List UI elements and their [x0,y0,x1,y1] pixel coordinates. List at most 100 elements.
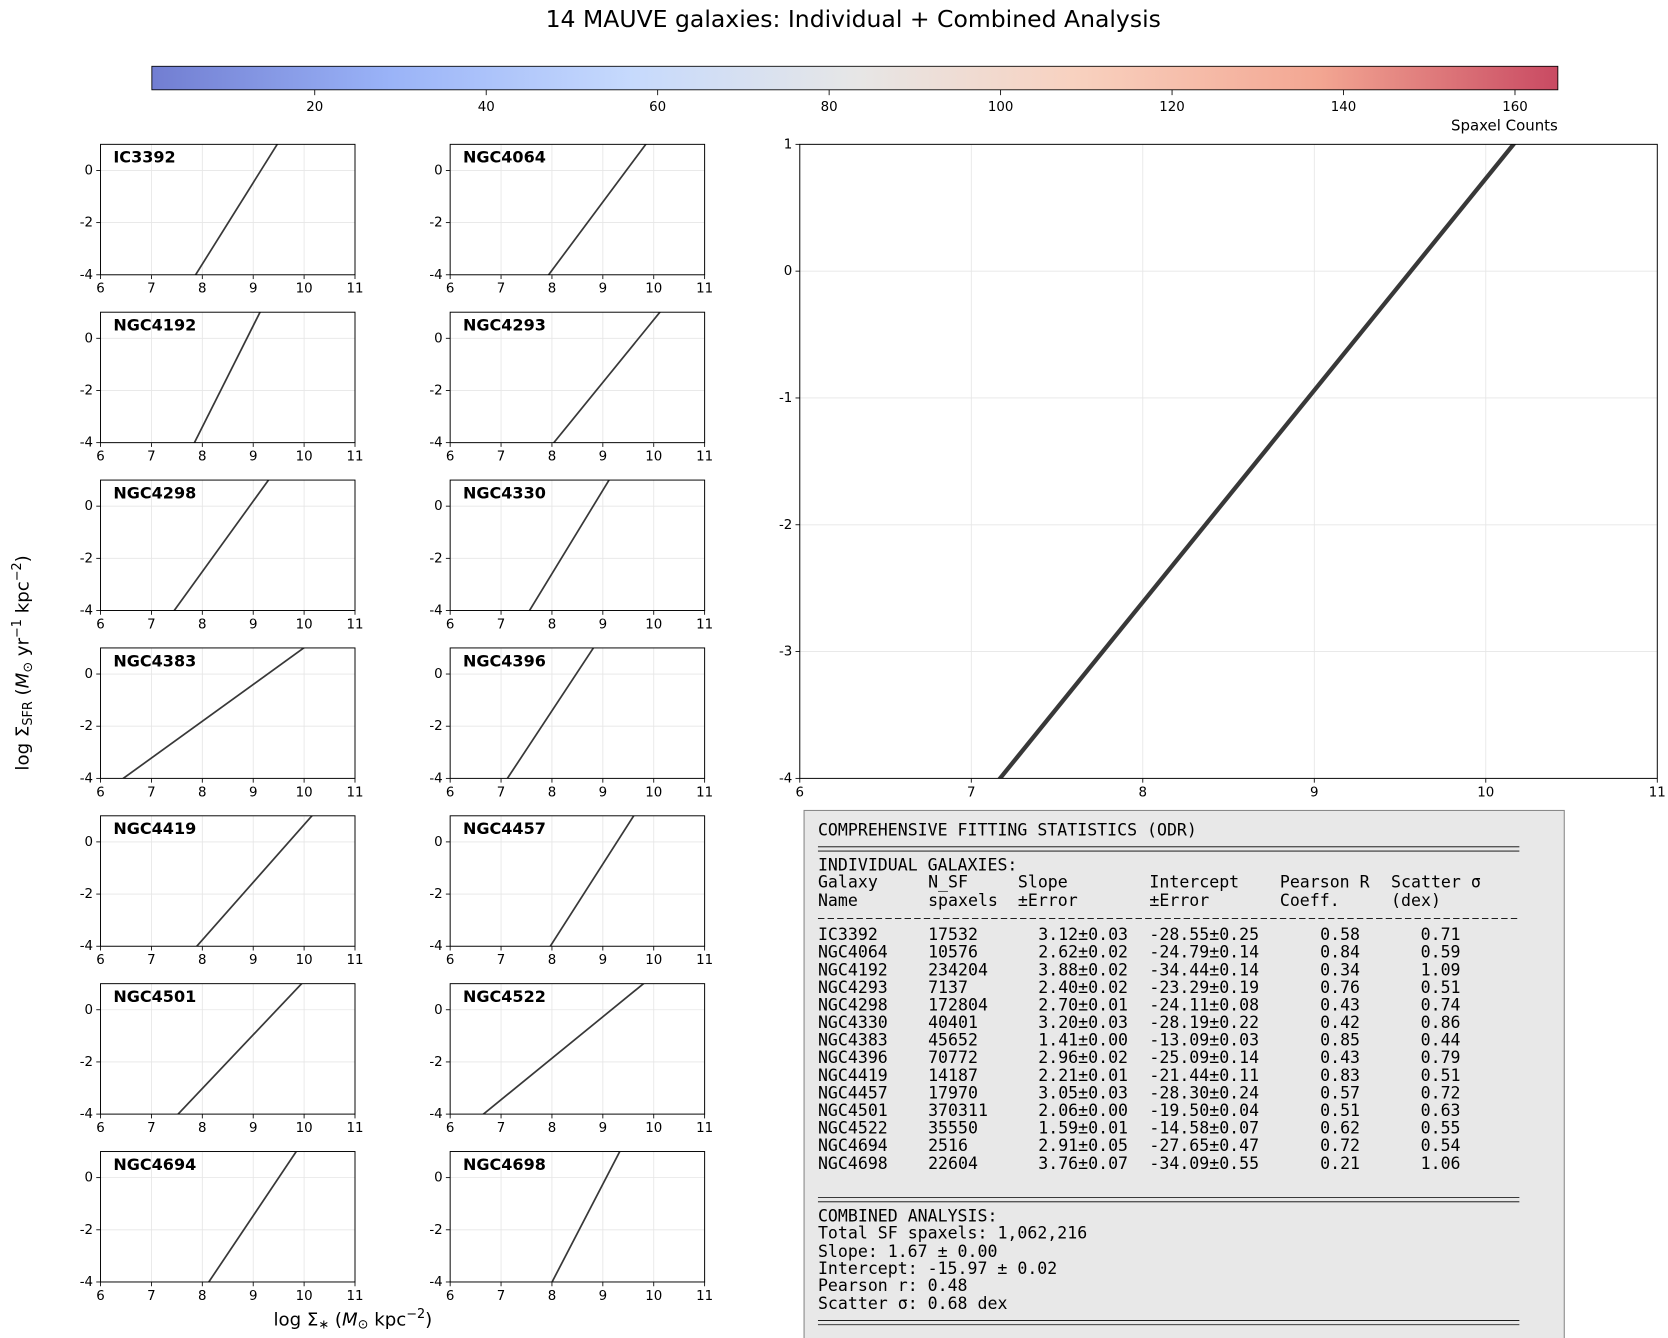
y-tick-label: 0 [434,1003,443,1018]
stats-text: -24.79±0.14 [1149,943,1259,962]
x-tick-label: 8 [548,617,557,632]
x-tick-label: 10 [296,953,313,968]
y-tick-label: -4 [80,604,93,619]
x-tick-label: 6 [796,785,805,800]
stats-text: 22604 [928,1154,978,1173]
fit-line [482,983,645,1115]
x-tick-label: 9 [599,450,607,465]
x-tick-label: 10 [296,450,313,465]
stats-text: 0.63 [1421,1101,1461,1120]
fit-line [195,815,314,947]
plot-frame [449,983,706,1115]
stats-text: 2516 [928,1136,968,1155]
figure-title: 14 MAUVE galaxies: Individual + Combined… [546,5,1161,33]
stats-text: 1.06 [1421,1154,1461,1173]
stats-text: 2.91±0.05 [1038,1136,1128,1155]
x-tick-label: 6 [96,785,105,800]
panel: 6 7 8 9 10 11 -4 -2 0 NGC4293 [429,311,713,465]
panel: 6 7 8 9 10 11 -4 -2 0 NGC4419 [80,815,363,968]
panel: 6 7 8 9 10 11 -4 -2 0 NGC4396 [429,647,713,800]
stats-text: NGC4419 [818,1066,888,1085]
stats-text: Scatter σ [1391,873,1481,892]
panel-title: NGC4419 [113,819,196,838]
colorbar-tick-label: 100 [988,100,1014,115]
x-tick-label: 10 [645,282,662,297]
stats-text: 10576 [928,943,978,962]
stats-text: Slope [1018,873,1068,892]
y-tick-label: 0 [434,499,443,514]
stats-text: Pearson r: 0.48 [818,1276,968,1295]
stats-text: 2.62±0.02 [1038,943,1128,962]
x-tick-label: 8 [198,1121,207,1136]
y-tick-label: -2 [80,1055,93,1070]
x-tick-label: 10 [296,282,313,297]
x-tick-label: 9 [249,785,257,800]
y-tick-label: 0 [784,264,792,279]
panel: 6 7 8 9 10 11 -4 -2 0 NGC4522 [429,983,713,1136]
colorbar-tick-label: 160 [1502,100,1528,115]
stats-text: -19.50±0.04 [1149,1101,1259,1120]
plot-frame [100,983,356,1115]
stats-text: NGC4064 [818,943,888,962]
x-tick-label: 7 [147,617,156,632]
y-tick-label: -4 [429,604,442,619]
stats-text: -27.65±0.47 [1149,1136,1259,1155]
x-tick-label: 8 [548,1289,557,1304]
panel-title: NGC4298 [113,483,196,502]
panel: 6 7 8 9 10 11 -4 -2 0 NGC4192 [80,311,363,465]
x-tick-label: 9 [599,1289,607,1304]
fit-line [193,312,261,443]
y-tick-label: -2 [429,719,442,734]
x-tick-label: 11 [696,953,713,968]
x-tick-label: 6 [96,953,105,968]
y-tick-label: 0 [85,1171,94,1186]
x-tick-label: 10 [645,1289,662,1304]
stats-text: Name [818,891,858,910]
x-tick-label: 8 [548,1121,557,1136]
x-tick-label: 7 [147,1121,156,1136]
stats-text: 0.74 [1421,995,1461,1014]
x-label-part: log Σ [273,1309,318,1330]
plot-area [100,983,355,1115]
y-label-part: −2 [10,562,25,581]
y-label-part: ( [13,688,34,701]
stats-text: 1.09 [1421,960,1461,979]
stats-text: -28.55±0.25 [1149,925,1259,944]
y-tick-label: -4 [80,771,93,786]
stats-value: 1.67 ± 0.00 [888,1242,998,1261]
y-label-part: yr [13,637,34,662]
panel: 6 7 8 9 10 11 -4 -2 0 NGC4698 [429,1151,713,1304]
panel-title: NGC4694 [113,1155,196,1174]
stats-text: -14.58±0.07 [1149,1119,1259,1138]
plot-frame [799,143,1658,779]
x-tick-label: 8 [1139,785,1148,800]
plot-area [100,815,355,947]
y-tick-label: 0 [85,499,94,514]
stats-label: Slope: [818,1242,878,1261]
plot-frame [449,647,706,779]
plot-frame [449,143,706,276]
stats-text: 3.88±0.02 [1038,960,1128,979]
stats-text: -24.11±0.08 [1149,995,1259,1014]
panel-title: NGC4522 [463,987,546,1006]
stats-text: COMPREHENSIVE FITTING STATISTICS (ODR) [818,820,1197,839]
fit-line [549,815,635,947]
fit-line [551,1151,621,1282]
y-label-part: ) [13,555,34,562]
y-tick-label: -2 [779,518,792,533]
stats-text: -21.44±0.11 [1149,1066,1259,1085]
plot-frame [449,1151,706,1283]
stats-value: -15.97 ± 0.02 [928,1259,1058,1278]
stats-text: -13.09±0.03 [1149,1031,1259,1050]
y-tick-label: -4 [429,939,442,954]
stats-text: -23.29±0.19 [1149,978,1259,997]
y-tick-label: 0 [434,667,443,682]
x-tick-label: 10 [645,785,662,800]
plot-area [450,647,705,779]
panel: 6 7 8 9 10 11 -4 -3 -2 -1 0 1 [779,137,1666,800]
y-axis-label: log ΣSFR (M⊙ yr−1 kpc−2) [10,555,36,770]
y-tick-label: -2 [429,1055,442,1070]
x-tick-label: 7 [147,450,156,465]
x-tick-label: 11 [346,1289,363,1304]
panel-title: NGC4457 [463,819,546,838]
